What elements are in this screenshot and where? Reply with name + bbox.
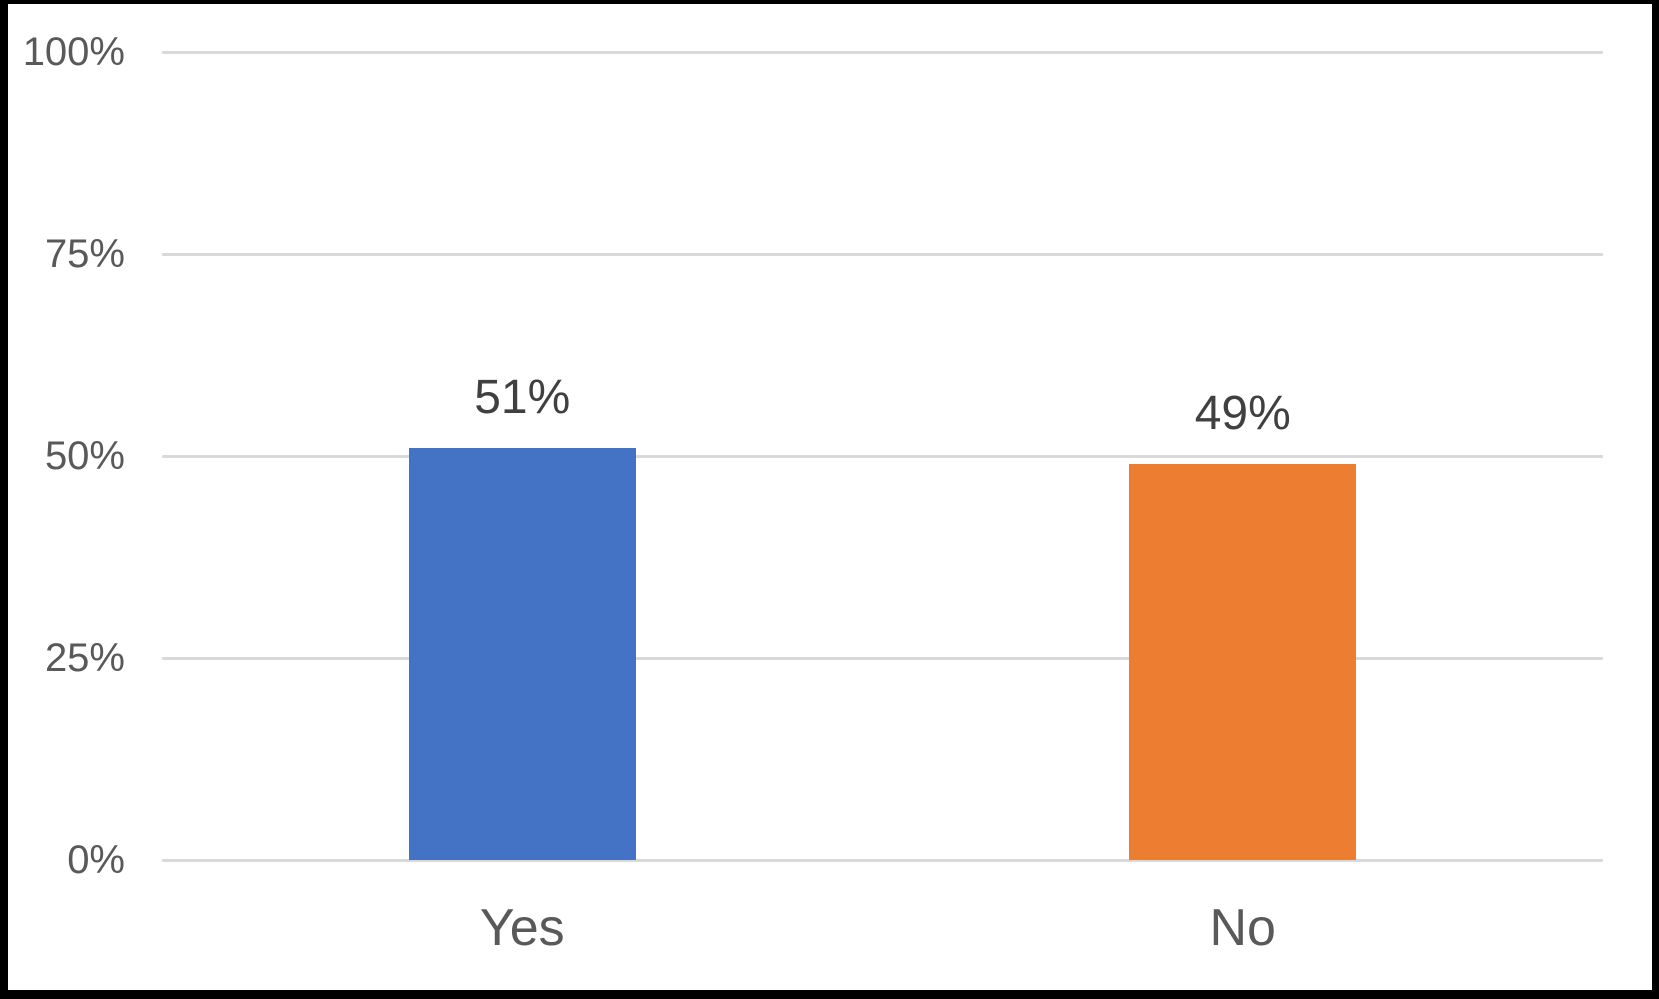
data-label-no: 49% xyxy=(1194,387,1291,441)
data-label-yes: 51% xyxy=(474,370,571,424)
gridline-50 xyxy=(162,454,1603,458)
bar-no xyxy=(1129,464,1357,860)
x-category-label-no: No xyxy=(1209,899,1276,957)
y-tick-label: 25% xyxy=(44,636,125,680)
y-tick-label: 75% xyxy=(44,232,125,276)
y-tick-label: 100% xyxy=(22,30,125,74)
gridline-100 xyxy=(162,50,1603,54)
bar-yes xyxy=(408,447,636,860)
gridline-75 xyxy=(162,252,1603,256)
gridline-25 xyxy=(162,656,1603,660)
bar-chart-plot-area: 0% 25% 50% 75% 100% 51% Yes 49% No xyxy=(8,4,1652,990)
x-category-label-yes: Yes xyxy=(479,899,565,957)
y-tick-label: 50% xyxy=(44,434,125,478)
gridline-0 xyxy=(162,858,1603,862)
y-tick-label: 0% xyxy=(67,838,125,882)
